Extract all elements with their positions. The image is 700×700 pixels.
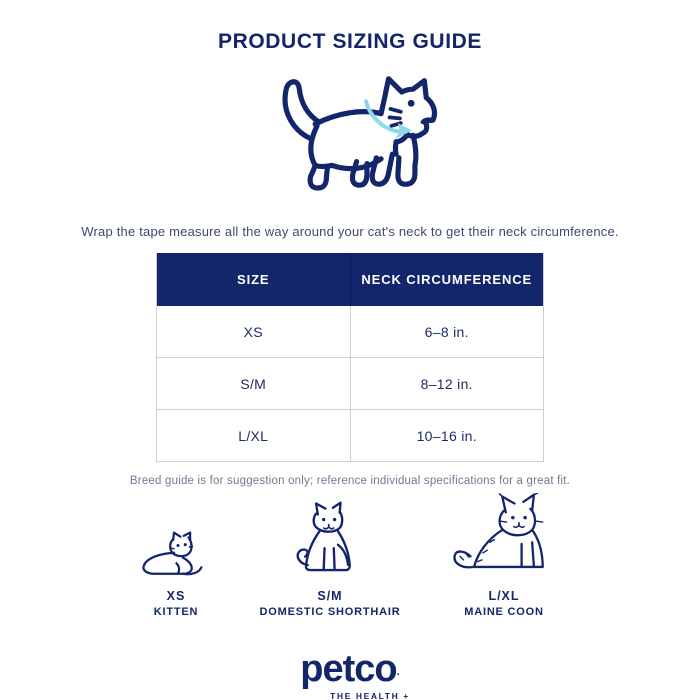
breed-size-label: L/XL	[488, 589, 520, 603]
breed-xs-kitten: XS KITTEN	[121, 501, 231, 618]
breed-name-label: MAINE COON	[464, 606, 544, 618]
breed-size-label: XS	[166, 589, 186, 603]
table-row-xs: XS 6–8 in.	[157, 306, 543, 357]
petco-tagline: THE HEALTH + WELLNESS CO.	[328, 691, 412, 700]
breed-name-label: KITTEN	[153, 606, 199, 618]
breed-sm-domestic-shorthair: S/M DOMESTIC SHORTHAIR	[245, 501, 415, 618]
trademark-dot: .	[396, 666, 400, 678]
measuring-instruction: Wrap the tape measure all the way around…	[81, 224, 619, 239]
table-row-lxl: L/XL 10–16 in.	[157, 409, 543, 461]
cat-sitting-icon	[296, 501, 351, 572]
column-header-size: SIZE	[237, 272, 270, 287]
table-row-sm: S/M 8–12 in.	[157, 357, 543, 409]
column-header-neck-circumference: NECK CIRCUMFERENCE	[349, 253, 544, 306]
breed-examples: XS KITTEN	[121, 493, 579, 618]
size-cell: L/XL	[238, 427, 269, 444]
breed-lxl-maine-coon: L/XL MAINE COON	[429, 493, 579, 618]
sizing-table: SIZE NECK CIRCUMFERENCE XS 6–8 in. S/M 8…	[156, 253, 544, 462]
neck-cell: 10–16 in.	[349, 410, 544, 461]
cat-with-tape-measure-icon	[282, 76, 438, 191]
size-cell: XS	[243, 323, 263, 340]
table-header-row: SIZE NECK CIRCUMFERENCE	[157, 253, 543, 306]
breed-guide-note: Breed guide is for suggestion only; refe…	[129, 475, 571, 487]
petco-wordmark: petco.	[300, 648, 400, 690]
maine-coon-icon	[453, 493, 544, 569]
page-title: PRODUCT SIZING GUIDE	[217, 30, 482, 53]
breed-name-label: DOMESTIC SHORTHAIR	[259, 606, 401, 618]
neck-cell: 8–12 in.	[349, 358, 544, 409]
kitten-lying-icon	[142, 531, 203, 576]
size-cell: S/M	[240, 375, 267, 392]
neck-cell: 6–8 in.	[349, 306, 544, 357]
breed-size-label: S/M	[317, 589, 343, 603]
petco-logo: petco. THE HEALTH + WELLNESS CO.	[288, 650, 412, 700]
tagline-line-1: THE HEALTH +	[330, 691, 410, 700]
hero-illustration	[251, 60, 449, 220]
